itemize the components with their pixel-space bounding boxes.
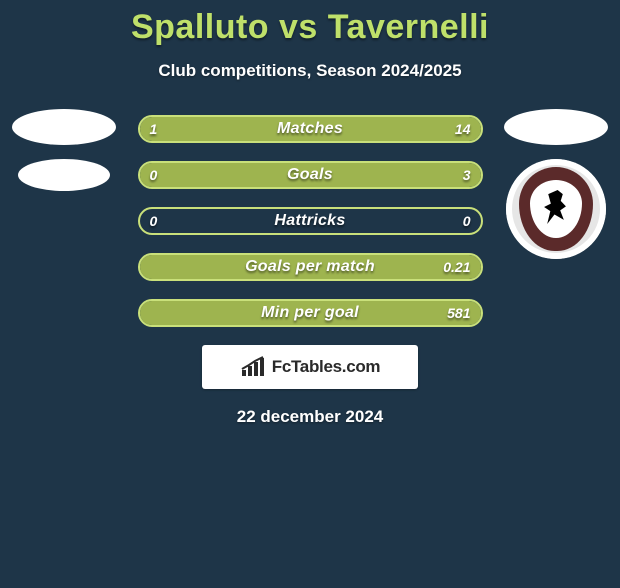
page-title: Spalluto vs Tavernelli — [0, 8, 620, 47]
player-photo-placeholder — [504, 109, 608, 145]
stat-bar: Goals per match 0.21 — [138, 253, 483, 281]
stat-label: Goals — [140, 163, 481, 187]
stat-label: Hattricks — [140, 209, 481, 233]
stat-label: Goals per match — [140, 255, 481, 279]
stat-bar: 1 Matches 14 — [138, 115, 483, 143]
player-photo-placeholder — [12, 109, 116, 145]
stat-right-value: 14 — [455, 117, 471, 141]
left-player-badges — [4, 109, 124, 191]
club-logo-placeholder — [18, 159, 110, 191]
stat-bar: 0 Goals 3 — [138, 161, 483, 189]
right-player-badges — [496, 109, 616, 259]
stat-right-value: 581 — [447, 301, 470, 325]
subtitle: Club competitions, Season 2024/2025 — [0, 61, 620, 81]
club-crest — [506, 159, 606, 259]
stat-label: Matches — [140, 117, 481, 141]
brand-badge: FcTables.com — [202, 345, 418, 389]
bar-chart-icon — [240, 356, 266, 378]
stat-bars: 1 Matches 14 0 Goals 3 0 Hattricks 0 Goa… — [138, 115, 483, 327]
date-text: 22 december 2024 — [0, 407, 620, 427]
stat-label: Min per goal — [140, 301, 481, 325]
stat-right-value: 0 — [463, 209, 471, 233]
brand-text: FcTables.com — [272, 357, 381, 377]
stat-right-value: 0.21 — [443, 255, 470, 279]
stat-right-value: 3 — [463, 163, 471, 187]
stat-bar: 0 Hattricks 0 — [138, 207, 483, 235]
stat-bar: Min per goal 581 — [138, 299, 483, 327]
comparison-block: 1 Matches 14 0 Goals 3 0 Hattricks 0 Goa… — [0, 115, 620, 427]
